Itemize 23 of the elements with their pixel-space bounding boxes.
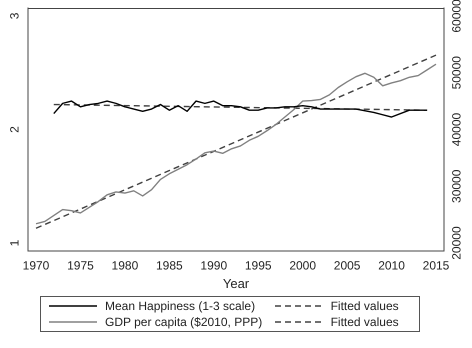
x-tick-label: 1990 <box>200 258 228 273</box>
legend-label: Fitted values <box>330 315 399 329</box>
x-tick-label: 2015 <box>422 258 450 273</box>
x-axis-title: Year <box>222 276 250 291</box>
legend-label: Mean Happiness (1-3 scale) <box>105 299 256 313</box>
legend-label: GDP per capita ($2010, PPP) <box>105 315 262 329</box>
x-tick-label: 1995 <box>244 258 272 273</box>
x-tick-label: 1980 <box>112 258 139 273</box>
x-tick-label: 2005 <box>334 258 361 273</box>
x-tick-label: 1985 <box>156 258 184 273</box>
legend-label: Fitted values <box>330 299 399 313</box>
y2-tick-label: 50000 <box>449 56 464 90</box>
y-tick-label: 1 <box>7 239 22 246</box>
y2-tick-label: 20000 <box>449 226 464 260</box>
x-tick-label: 2010 <box>378 258 406 273</box>
y2-tick-label: 30000 <box>449 169 464 203</box>
x-tick-label: 1975 <box>67 258 94 273</box>
y2-tick-label: 60000 <box>449 0 464 33</box>
y-tick-label: 2 <box>7 126 22 133</box>
x-tick-label: 2000 <box>289 258 316 273</box>
y2-tick-label: 40000 <box>449 112 464 146</box>
x-tick-label: 1970 <box>22 258 50 273</box>
y-tick-label: 3 <box>7 12 22 20</box>
